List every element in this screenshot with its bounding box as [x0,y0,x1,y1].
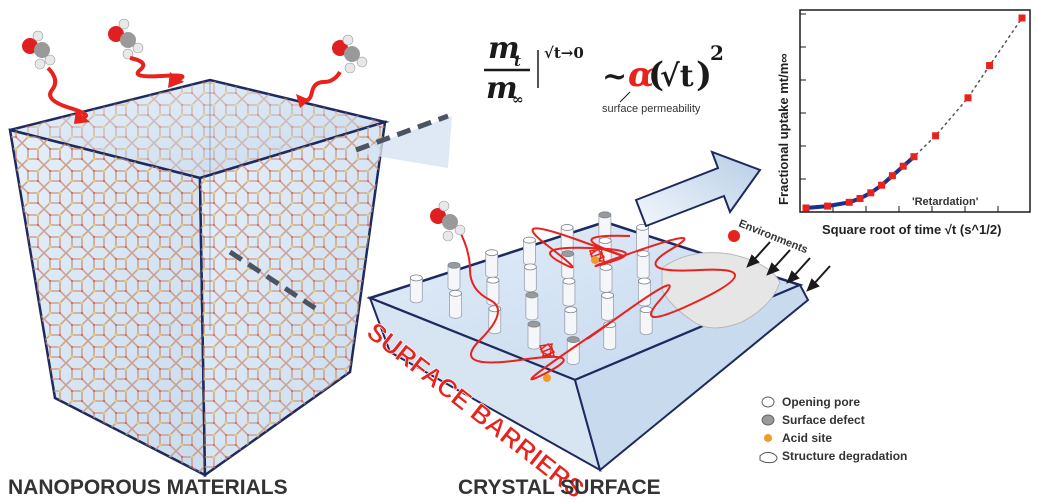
molecule-path-1 [46,66,89,120]
irregular-shape-icon [759,451,778,464]
orange-dot-icon [764,434,772,442]
acid-site-2 [543,374,551,382]
nanoporous-materials-title: NANOPOROUS MATERIALS [8,476,288,499]
eq-alpha: α [628,55,654,95]
data-point [888,172,896,180]
equation: m t m ∞ √t→0 ~ α ( √t ) 2 surface permea… [484,31,724,115]
degradation-region [661,252,781,329]
nanoporous-cube [8,78,390,478]
molecule-2 [108,18,185,88]
eq-open-paren: ( [648,55,664,95]
molecule-path-2 [129,56,185,82]
eq-alpha-note: surface permeability [602,103,701,115]
acid-site-1 [591,256,599,264]
eq-sqrt-t: √t [660,59,694,94]
data-point [1018,14,1026,22]
surface-defect [527,320,541,350]
chart-ticks [800,13,999,212]
molecule-4 [430,200,466,242]
opening-pore [636,250,650,279]
molecule-1 [22,30,90,124]
eq-denominator: m [486,71,518,106]
diffusion-trajectory [457,227,736,381]
eq-power: 2 [710,41,724,65]
zoom-line-bottom [228,249,320,313]
data-point [845,198,853,206]
opening-pore [523,236,536,266]
opening-pore [603,321,617,350]
opening-pore [564,306,578,336]
opening-pore [523,263,537,293]
opening-pore [562,277,576,307]
big-arrow [634,150,762,228]
chart-points [802,14,1026,212]
surface-defect [447,261,461,291]
opening-pore [560,224,574,253]
legend-item-structure-degradation: Structure degradation [759,449,907,464]
eq-numerator-sub: t [514,52,521,70]
eq-denominator-sub: ∞ [512,92,524,108]
eq-numerator: m [488,31,520,66]
data-point [932,132,940,140]
legend: Opening pore Surface defect Acid site St… [759,395,907,464]
environment-arrows [746,241,831,292]
legend-label: Acid site [782,431,832,445]
surface-defect [525,291,539,321]
data-point [824,202,832,210]
chart-y-label: Fractional uptake mt/m∞ [776,53,791,205]
opening-pore [639,306,653,336]
eq-limit: √t→0 [544,44,584,62]
chart-frame [799,9,1031,213]
legend-label: Structure degradation [782,449,907,463]
eq-alpha-pointer [619,91,631,103]
opening-pore [601,291,614,321]
crystal-surface-title: CRYSTAL SURFACE [458,476,661,499]
data-point [867,189,875,197]
molecule-path-3 [303,70,342,103]
diffusion-tangle-2 [588,247,606,263]
data-point [856,195,864,202]
opening-pore [409,274,423,304]
legend-label: Opening pore [782,395,860,409]
legend-item-surface-defect: Surface defect [761,413,865,427]
diffusion-tangle-1 [538,342,556,358]
legend-item-opening-pore: Opening pore [761,395,860,409]
zoom-wedge [352,116,452,168]
data-point [878,181,886,189]
environment-molecule-dot [728,230,740,242]
chart-x-label: Square root of time √t (s^1/2) [822,222,1001,237]
uptake-chart: 'Retardation' Square root of time √t (s^… [776,9,1031,237]
eq-tilde: ~ [602,59,627,94]
eq-close-paren: ) [696,55,712,95]
legend-label: Surface defect [782,413,865,427]
legend-item-acid-site: Acid site [764,431,832,445]
opening-pore [485,249,499,279]
data-point [986,62,994,69]
data-point [802,204,810,212]
molecule-3 [296,34,368,108]
white-circle-icon [761,396,775,408]
opening-pore [599,263,613,293]
data-point [910,153,918,161]
retardation-label: 'Retardation' [912,196,979,208]
opening-pore [449,289,462,319]
data-point [899,162,907,170]
grey-circle-icon [761,414,775,426]
zoom-line-top [355,113,449,153]
environments-label: Environments [737,218,810,257]
data-point [964,94,972,102]
